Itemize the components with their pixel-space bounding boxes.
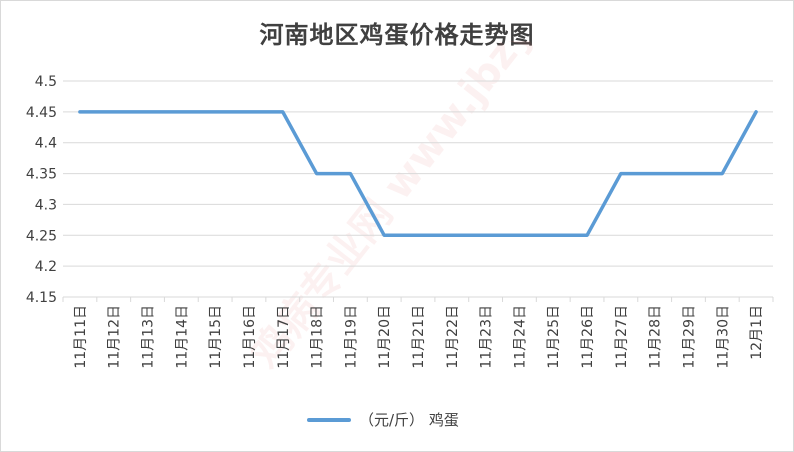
x-tick-label: 11月15日 bbox=[208, 305, 224, 369]
x-tick-label: 11月22日 bbox=[445, 305, 461, 369]
x-tick-label: 11月30日 bbox=[715, 305, 731, 369]
y-tick-label: 4.5 bbox=[35, 74, 57, 90]
x-tick-label: 11月21日 bbox=[411, 305, 427, 369]
x-tick-label: 11月20日 bbox=[377, 305, 393, 369]
x-tick-label: 11月27日 bbox=[614, 305, 630, 369]
legend: （元/斤） 鸡蛋 bbox=[307, 409, 459, 430]
y-tick-label: 4.25 bbox=[26, 228, 57, 244]
y-tick-label: 4.15 bbox=[26, 290, 57, 306]
y-tick-label: 4.3 bbox=[35, 197, 57, 213]
y-tick-label: 4.2 bbox=[35, 259, 57, 275]
x-tick-label: 11月29日 bbox=[681, 305, 697, 369]
x-tick-label: 11月18日 bbox=[310, 305, 326, 369]
y-tick-label: 4.45 bbox=[26, 105, 57, 121]
x-tick-label: 11月11日 bbox=[73, 305, 89, 369]
x-tick-label: 11月17日 bbox=[276, 305, 292, 369]
x-tick-label: 11月13日 bbox=[141, 305, 157, 369]
y-tick-label: 4.35 bbox=[26, 167, 57, 183]
x-tick-label: 11月16日 bbox=[242, 305, 258, 369]
x-tick-label: 11月24日 bbox=[512, 305, 528, 369]
y-tick-label: 4.4 bbox=[35, 136, 57, 152]
legend-line-swatch bbox=[307, 417, 351, 422]
x-tick-label: 11月25日 bbox=[546, 305, 562, 369]
x-tick-label: 12月1日 bbox=[749, 305, 765, 360]
x-tick-label: 11月12日 bbox=[107, 305, 123, 369]
chart-title: 河南地区鸡蛋价格走势图 bbox=[259, 21, 535, 49]
x-tick-label: 11月28日 bbox=[648, 305, 664, 369]
legend-label: （元/斤） 鸡蛋 bbox=[359, 411, 459, 429]
x-tick-label: 11月26日 bbox=[580, 305, 596, 369]
x-tick-label: 11月23日 bbox=[479, 305, 495, 369]
x-tick-label: 11月19日 bbox=[343, 305, 359, 369]
x-tick-label: 11月14日 bbox=[174, 305, 190, 369]
